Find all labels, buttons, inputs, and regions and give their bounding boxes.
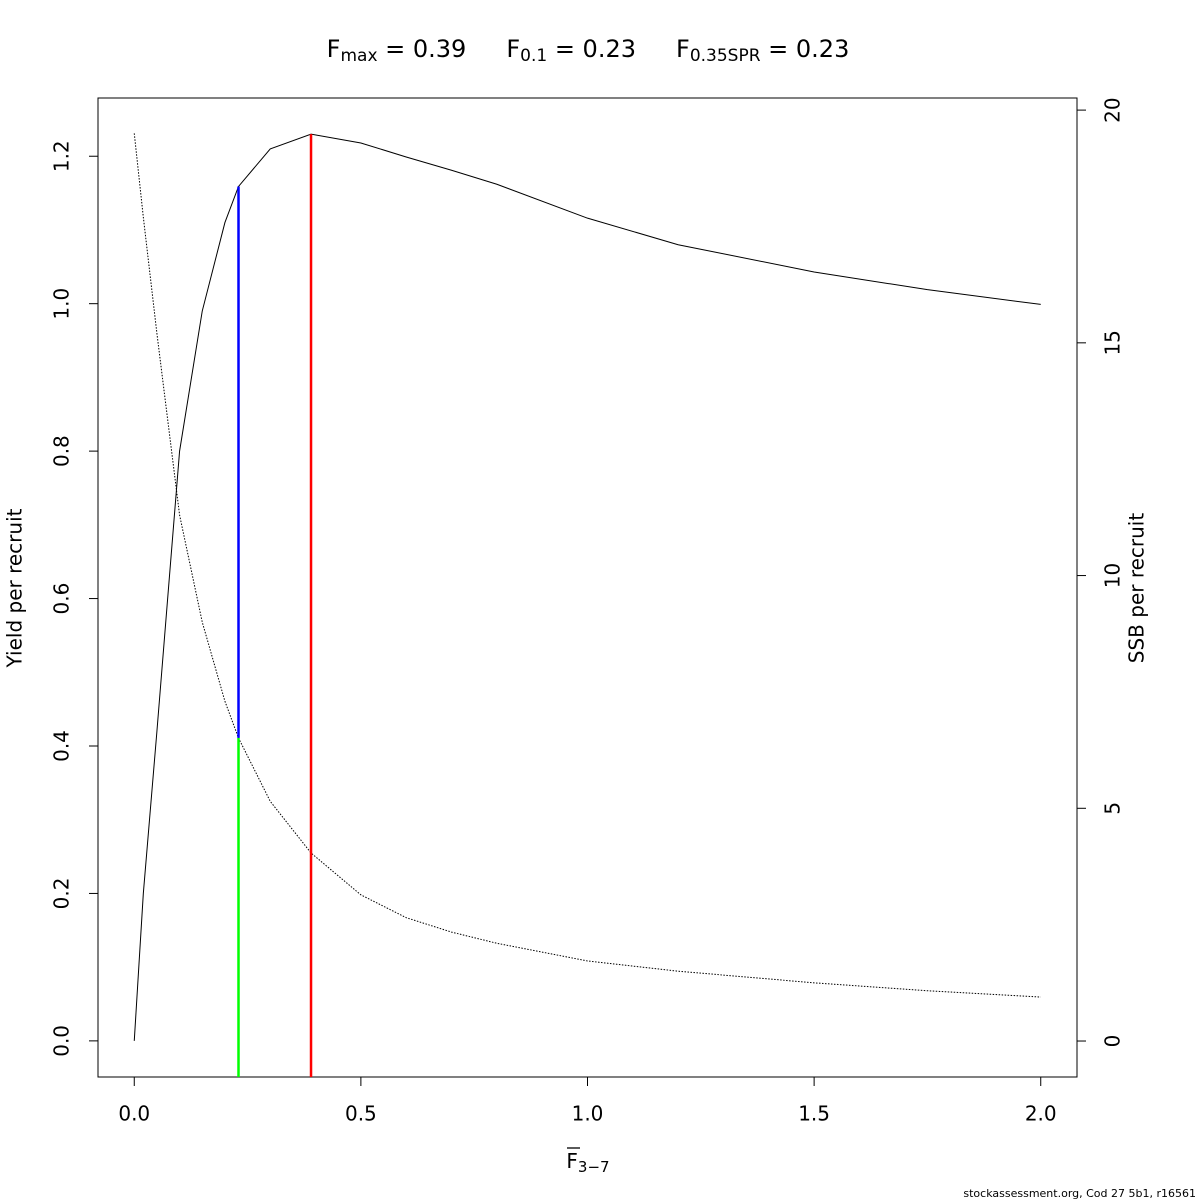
- x-label-symbol: F: [566, 1149, 578, 1173]
- x-tick-label: 1.5: [798, 1102, 830, 1126]
- title-subscript: max: [340, 46, 377, 66]
- title-value: = 0.39: [378, 35, 467, 63]
- x-tick-label: 0.0: [118, 1102, 150, 1126]
- series-line: [133, 133, 1041, 998]
- y-tick-label: 0.0: [50, 1025, 74, 1057]
- title-subscript: 0.1: [520, 46, 547, 66]
- chart-title: Fmax = 0.39 F0.1 = 0.23 F0.35SPR = 0.23: [327, 35, 850, 66]
- x-tick-label: 0.5: [345, 1102, 377, 1126]
- footnote: stockassessment.org, Cod 27 5b1, r16561: [963, 1187, 1196, 1200]
- title-symbol: F: [327, 35, 341, 63]
- y-tick-label: 0.4: [50, 730, 74, 762]
- y-tick-label: 1.2: [50, 140, 74, 172]
- title-value: = 0.23: [761, 35, 850, 63]
- title-value: = 0.23: [547, 35, 636, 63]
- title-symbol: F: [676, 35, 690, 63]
- y-axis-label: Yield per recruit: [3, 508, 27, 668]
- y-tick-label: 0.2: [50, 878, 74, 910]
- x-axis-label: F3−7: [566, 1149, 609, 1176]
- y2-tick-label: 20: [1101, 97, 1125, 122]
- y2-tick-label: 10: [1101, 563, 1125, 588]
- plot-frame: [97, 97, 1078, 1078]
- y-tick-label: 1.0: [50, 288, 74, 320]
- x-tick-label: 2.0: [1025, 1102, 1057, 1126]
- x-tick-label: 1.0: [572, 1102, 604, 1126]
- title-symbol: F: [506, 35, 520, 63]
- y2-tick-label: 5: [1101, 802, 1125, 815]
- series-line: [133, 133, 1041, 1041]
- title-subscript: 0.35SPR: [690, 46, 761, 66]
- y2-axis-label: SSB per recruit: [1125, 513, 1149, 664]
- y-tick-label: 0.6: [50, 583, 74, 615]
- y2-tick-label: 15: [1101, 330, 1125, 355]
- y2-tick-label: 0: [1101, 1035, 1125, 1048]
- x-label-subscript: 3−7: [578, 1158, 610, 1176]
- y-tick-label: 0.8: [50, 435, 74, 467]
